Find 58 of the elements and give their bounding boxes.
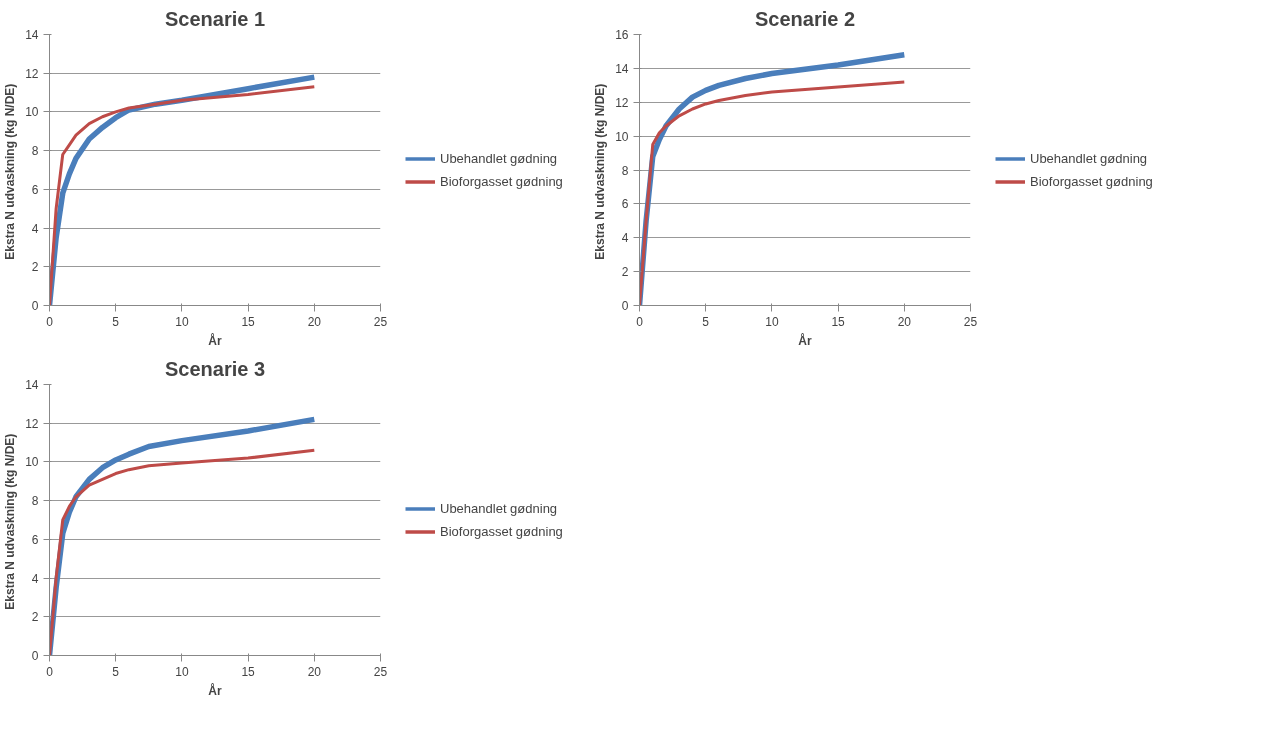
legend-label: Bioforgasset gødning xyxy=(1030,173,1153,189)
x-tick-label: 0 xyxy=(46,664,54,679)
x-tick-label: 5 xyxy=(112,664,120,679)
x-axis-title: År xyxy=(208,682,222,698)
y-tick-label: 10 xyxy=(615,129,629,144)
x-tick-label: 20 xyxy=(307,664,322,679)
y-tick-label: 8 xyxy=(31,144,39,159)
x-tick-label: 25 xyxy=(373,314,388,329)
y-axis-title: Ekstra N udvaskning (kg N/DE) xyxy=(3,83,18,260)
x-tick-label: 20 xyxy=(897,314,912,329)
y-tick-label: 6 xyxy=(31,532,39,547)
x-tick-label: 10 xyxy=(175,314,189,329)
y-tick-label: 6 xyxy=(31,182,39,197)
y-tick-label: 12 xyxy=(25,416,39,431)
chart-title: Scenarie 2 xyxy=(754,7,856,30)
x-tick-label: 25 xyxy=(373,664,388,679)
x-tick-label: 5 xyxy=(702,314,710,329)
y-tick-label: 16 xyxy=(615,28,629,42)
legend-label: Ubehandlet gødning xyxy=(1030,150,1148,166)
y-tick-label: 2 xyxy=(621,265,629,280)
y-tick-label: 14 xyxy=(25,378,39,392)
legend-label: Bioforgasset gødning xyxy=(440,523,563,539)
x-tick-label: 10 xyxy=(175,664,189,679)
x-tick-label: 5 xyxy=(112,314,120,329)
x-tick-label: 0 xyxy=(46,314,54,329)
y-tick-label: 8 xyxy=(31,494,39,509)
y-tick-label: 0 xyxy=(31,649,39,663)
y-tick-label: 10 xyxy=(25,105,39,120)
x-tick-label: 10 xyxy=(765,314,779,329)
x-tick-label: 25 xyxy=(963,314,978,329)
y-axis-title: Ekstra N udvaskning (kg N/DE) xyxy=(3,433,18,610)
y-tick-label: 10 xyxy=(25,455,39,470)
chart-title: Scenarie 3 xyxy=(164,357,266,380)
x-tick-label: 15 xyxy=(241,664,256,679)
x-tick-label: 20 xyxy=(307,314,322,329)
y-tick-label: 0 xyxy=(621,299,629,313)
x-tick-label: 15 xyxy=(241,314,256,329)
y-axis-title: Ekstra N udvaskning (kg N/DE) xyxy=(593,83,608,260)
chart-title: Scenarie 1 xyxy=(164,7,266,30)
y-tick-label: 2 xyxy=(31,260,39,275)
y-tick-label: 0 xyxy=(31,299,39,313)
y-tick-label: 12 xyxy=(615,95,629,110)
x-axis-title: År xyxy=(208,332,222,348)
legend-label: Ubehandlet gødning xyxy=(440,150,558,166)
x-axis-title: År xyxy=(798,332,812,348)
legend-label: Ubehandlet gødning xyxy=(440,500,558,516)
y-tick-label: 2 xyxy=(31,610,39,625)
y-tick-label: 4 xyxy=(621,231,629,246)
y-tick-label: 12 xyxy=(25,66,39,81)
x-tick-label: 15 xyxy=(831,314,846,329)
y-tick-label: 4 xyxy=(31,221,39,236)
y-tick-label: 8 xyxy=(621,163,629,178)
y-tick-label: 6 xyxy=(621,197,629,212)
x-tick-label: 0 xyxy=(636,314,644,329)
y-tick-label: 4 xyxy=(31,571,39,586)
y-tick-label: 14 xyxy=(25,28,39,42)
y-tick-label: 14 xyxy=(615,61,629,76)
legend-label: Bioforgasset gødning xyxy=(440,173,563,189)
